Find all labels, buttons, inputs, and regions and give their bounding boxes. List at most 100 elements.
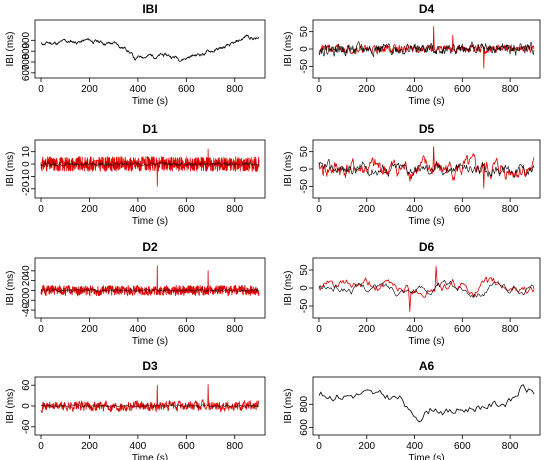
plot-frame-ibi: [34, 19, 266, 79]
x-axis-label-d3: Time (s): [132, 453, 168, 460]
plot-frame-d1: [34, 139, 266, 199]
y-tick-label-d1-0: 0: [21, 161, 32, 167]
x-axis-label-d2: Time (s): [132, 336, 168, 347]
x-tick-label-d6-0: 0: [316, 324, 322, 335]
x-tick-label-d1-800: 800: [226, 204, 243, 215]
y-tick-label-d3-0: 0: [21, 403, 32, 409]
x-axis-label-d4: Time (s): [408, 96, 444, 107]
x-axis-label-d1: Time (s): [132, 216, 168, 227]
panel-d5: D5 0 200 400 600 800 -50 0 50 Time (s) IBI (ms): [283, 122, 541, 227]
y-axis-label-d4: IBI (ms): [283, 32, 294, 67]
series-line-d3-1: [40, 404, 260, 408]
panel-d6: D6 0 200 400 600 800 -50 0 50 Time (s) IBI (ms): [283, 240, 541, 347]
x-tick-label-ibi-0: 0: [38, 84, 44, 95]
x-tick-label-d6-600: 600: [454, 324, 471, 335]
x-tick-label-d1-200: 200: [81, 204, 98, 215]
series-line-d4-1: [318, 41, 535, 58]
x-tick-label-d2-200: 200: [81, 324, 98, 335]
panel-d3: D3 0 200 400 600 800 -60 0 60 Time (s) IBI (ms): [5, 359, 266, 460]
y-tick-label-d6-50: 50: [299, 264, 310, 276]
x-tick-label-d1-400: 400: [130, 204, 147, 215]
y-tick-label-d1--20: -20: [21, 181, 32, 196]
y-axis-label-d6: IBI (ms): [283, 271, 294, 306]
x-tick-label-a6-600: 600: [454, 441, 471, 452]
panel-d4: D4 0 200 400 600 800 -50 0 50 Time (s) IBI (ms): [283, 2, 541, 107]
panel-title-d1: D1: [142, 122, 158, 136]
x-tick-label-d4-200: 200: [358, 84, 375, 95]
series-line-a6-0: [318, 384, 535, 423]
y-tick-label-d1-10: 10: [21, 146, 32, 158]
y-tick-label-d4-50: 50: [299, 26, 310, 38]
x-tick-label-d3-0: 0: [38, 441, 44, 452]
x-axis-label-a6: Time (s): [408, 453, 444, 460]
x-tick-label-d5-0: 0: [316, 204, 322, 215]
x-tick-label-d1-0: 0: [38, 204, 44, 215]
x-tick-label-d5-600: 600: [454, 204, 471, 215]
x-tick-label-ibi-400: 400: [130, 84, 147, 95]
x-tick-label-ibi-600: 600: [178, 84, 195, 95]
series-line-d2-0: [40, 265, 260, 297]
series-line-d6-1: [318, 279, 535, 298]
y-tick-label-d2--20: -20: [21, 293, 32, 308]
panel-title-ibi: IBI: [142, 2, 157, 16]
y-tick-label-d5--50: -50: [299, 179, 310, 194]
y-tick-label-d6-0: 0: [299, 285, 310, 291]
x-tick-label-d4-800: 800: [502, 84, 519, 95]
x-tick-label-d4-0: 0: [316, 84, 322, 95]
y-axis-label-d3: IBI (ms): [5, 389, 16, 424]
x-tick-label-d5-200: 200: [358, 204, 375, 215]
x-tick-label-d5-400: 400: [406, 204, 423, 215]
y-tick-label-d3--60: -60: [21, 419, 32, 434]
x-tick-label-a6-800: 800: [502, 441, 519, 452]
panel-a6: A6 0 200 400 600 800 600 800 Time (s) IBI (ms): [283, 359, 541, 460]
y-tick-label-d5-50: 50: [299, 146, 310, 158]
series-line-d6-0: [318, 265, 535, 312]
x-tick-label-d3-600: 600: [178, 441, 195, 452]
y-tick-label-d2-20: 20: [21, 275, 32, 287]
y-tick-label-ibi-600: 600: [21, 64, 32, 81]
y-tick-label-a6-600: 600: [299, 419, 310, 436]
x-tick-label-d1-600: 600: [178, 204, 195, 215]
series-line-d2-1: [40, 288, 260, 293]
panel-title-d4: D4: [419, 2, 435, 16]
x-tick-label-a6-0: 0: [316, 441, 322, 452]
y-tick-label-d6--50: -50: [299, 298, 310, 313]
x-tick-label-d2-400: 400: [130, 324, 147, 335]
x-tick-label-d2-0: 0: [38, 324, 44, 335]
y-axis-label-d1: IBI (ms): [5, 152, 16, 187]
series-line-d3-0: [40, 384, 260, 414]
series-line-ibi-0: [40, 34, 260, 62]
x-axis-label-d6: Time (s): [408, 336, 444, 347]
x-tick-label-d5-800: 800: [502, 204, 519, 215]
y-tick-label-d2--40: -40: [21, 302, 32, 317]
x-axis-label-d5: Time (s): [408, 216, 444, 227]
y-tick-label-d1--10: -10: [21, 169, 32, 184]
x-tick-label-d6-200: 200: [358, 324, 375, 335]
panel-title-d2: D2: [142, 240, 158, 254]
y-tick-label-ibi-700: 700: [21, 53, 32, 70]
y-axis-label-a6: IBI (ms): [283, 389, 294, 424]
y-tick-label-d2-0: 0: [21, 287, 32, 293]
panel-title-d6: D6: [419, 240, 435, 254]
x-axis-label-ibi: Time (s): [132, 96, 168, 107]
y-axis-label-d2: IBI (ms): [5, 271, 16, 306]
plot-frame-d2: [34, 257, 266, 319]
x-tick-label-d2-600: 600: [178, 324, 195, 335]
panel-title-d3: D3: [142, 359, 158, 373]
x-tick-label-ibi-200: 200: [81, 84, 98, 95]
y-tick-label-d4-0: 0: [299, 46, 310, 52]
x-tick-label-ibi-800: 800: [226, 84, 243, 95]
x-tick-label-d6-800: 800: [502, 324, 519, 335]
x-tick-label-d3-800: 800: [226, 441, 243, 452]
y-tick-label-d5-0: 0: [299, 166, 310, 172]
y-tick-label-d3-60: 60: [21, 379, 32, 391]
x-tick-label-d6-400: 400: [406, 324, 423, 335]
y-tick-label-d4--50: -50: [299, 59, 310, 74]
x-tick-label-d2-800: 800: [226, 324, 243, 335]
x-tick-label-a6-400: 400: [406, 441, 423, 452]
series-line-d5-0: [318, 146, 535, 189]
y-axis-label-d5: IBI (ms): [283, 152, 294, 187]
panel-d1: D1 0 200 400 600 800 -20-10 0 10 Time (s) IBI (ms): [5, 122, 266, 227]
